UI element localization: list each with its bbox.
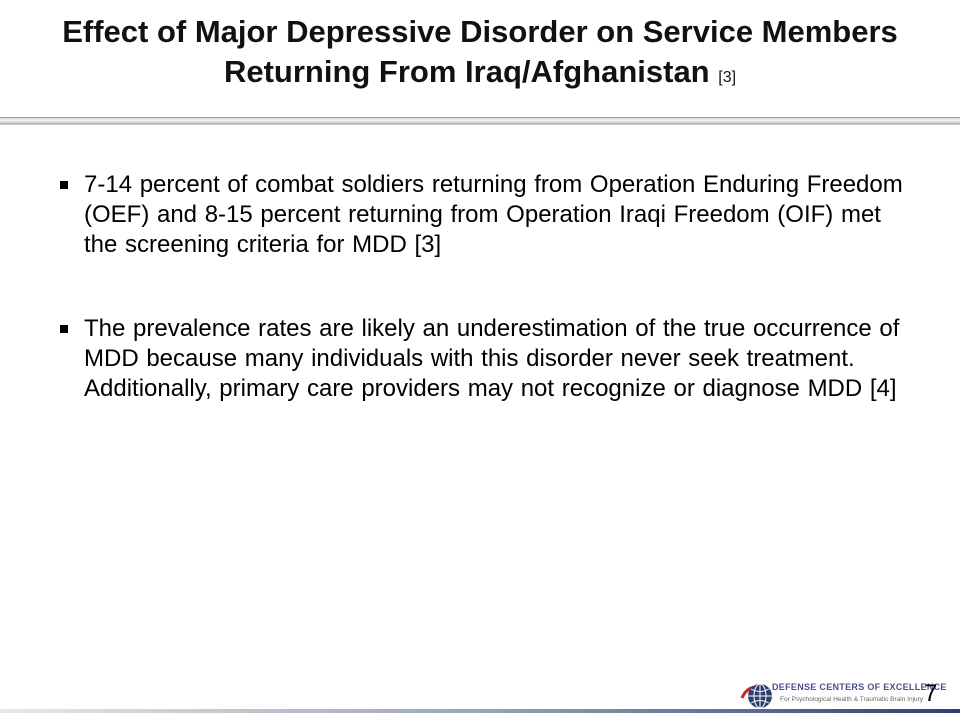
globe-logo-icon bbox=[740, 683, 772, 709]
footer-logo: DEFENSE CENTERS OF EXCELLENCE For Psycho… bbox=[740, 678, 946, 712]
bullet-square-icon bbox=[60, 181, 68, 189]
bullet-text: 7-14 percent of combat soldiers returnin… bbox=[84, 171, 903, 258]
footer-divider bbox=[0, 709, 960, 713]
bullet-text: The prevalence rates are likely an under… bbox=[84, 315, 900, 402]
title-reference: [3] bbox=[718, 69, 737, 86]
bullet-item: 7-14 percent of combat soldiers returnin… bbox=[58, 170, 918, 260]
title-text: Effect of Major Depressive Disorder on S… bbox=[62, 14, 898, 89]
bullet-list: 7-14 percent of combat soldiers returnin… bbox=[58, 170, 918, 458]
page-number: 7 bbox=[924, 680, 938, 707]
logo-title: DEFENSE CENTERS OF EXCELLENCE bbox=[772, 682, 947, 692]
bullet-item: The prevalence rates are likely an under… bbox=[58, 314, 918, 404]
logo-subtitle: For Psychological Health & Traumatic Bra… bbox=[780, 696, 924, 703]
slide-title: Effect of Major Depressive Disorder on S… bbox=[20, 12, 940, 98]
bullet-square-icon bbox=[60, 325, 68, 333]
title-divider bbox=[0, 117, 960, 125]
